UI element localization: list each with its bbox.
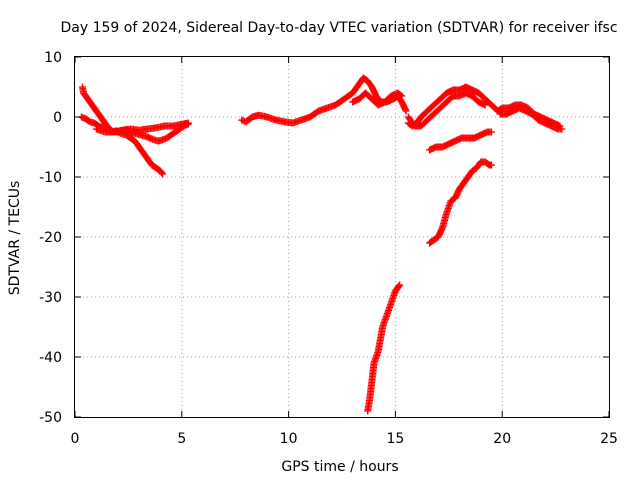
data-points — [77, 74, 566, 415]
plot-frame — [74, 56, 610, 418]
x-tick-label: 10 — [280, 431, 298, 447]
series-arc-1 — [78, 83, 167, 178]
x-tick-label: 15 — [386, 431, 404, 447]
series-arc-7 — [404, 83, 502, 130]
chart-title: Day 159 of 2024, Sidereal Day-to-day VTE… — [60, 20, 617, 36]
series-arc-6 — [364, 281, 404, 415]
y-tick-label: 0 — [53, 110, 62, 126]
data-point — [159, 170, 167, 178]
y-tick-label: -40 — [39, 350, 62, 366]
y-tick-label: -10 — [39, 170, 62, 186]
y-tick-label: -30 — [39, 290, 62, 306]
data-point — [481, 101, 489, 109]
data-point — [398, 92, 406, 100]
x-tick-label: 0 — [71, 431, 80, 447]
x-tick-label: 25 — [600, 431, 618, 447]
data-point — [396, 281, 404, 289]
data-point — [184, 119, 192, 127]
data-point — [488, 128, 496, 136]
data-point — [488, 161, 496, 169]
data-point — [395, 282, 403, 290]
y-tick-label: -20 — [39, 230, 62, 246]
series-arc-5 — [349, 89, 406, 109]
x-tick-label: 5 — [177, 431, 186, 447]
y-tick-label: -50 — [39, 410, 62, 426]
y-tick-label: 10 — [44, 50, 62, 66]
series-arc-12 — [496, 104, 566, 133]
y-axis-label: SDTVAR / TECUs — [7, 181, 23, 296]
axis-ticks: 0 5 10 15 20 25 10 0 -10 -20 -30 -40 -50 — [39, 50, 618, 447]
data-point — [402, 107, 410, 115]
x-tick-label: 20 — [493, 431, 511, 447]
data-point — [397, 91, 405, 99]
series-arc-8 — [404, 89, 489, 130]
x-axis-label: GPS time / hours — [281, 459, 398, 475]
series-arc-3 — [92, 119, 192, 136]
data-point — [158, 169, 166, 177]
series-arc-9 — [426, 128, 496, 154]
series-arc-10 — [426, 158, 496, 247]
data-point — [558, 125, 566, 133]
